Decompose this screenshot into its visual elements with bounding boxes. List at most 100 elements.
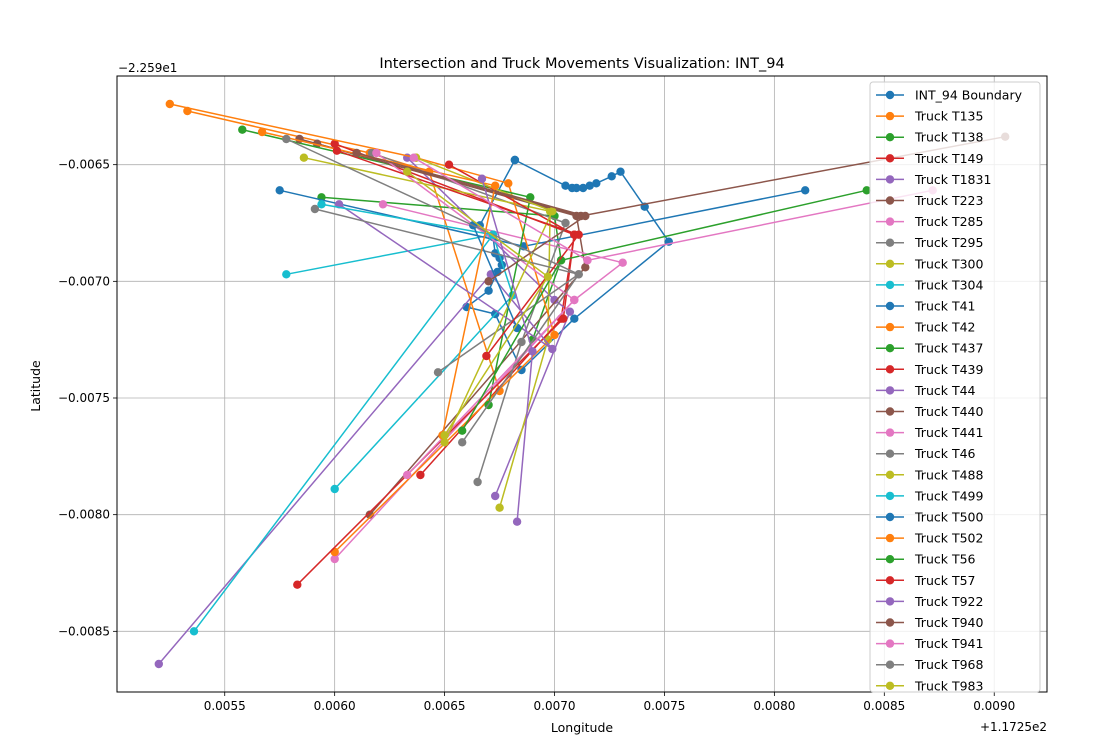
legend-label: Truck T44 [914,383,976,398]
legend-entries: INT_94 Boundary Truck T135 Truck T138 Truck… [876,88,1023,693]
data-point [372,148,381,158]
series-line [334,203,624,560]
legend-label: Truck T983 [914,678,983,693]
data-point [330,547,339,557]
y-offset-label: −2.259e1 [118,61,177,75]
data-point [330,484,339,494]
legend-entry: Truck T149 [876,151,983,166]
data-point [154,659,163,669]
x-offset-label: +1.1725e2 [980,720,1047,734]
data-point [543,272,553,281]
legend-marker [885,512,895,522]
legend-label: Truck T439 [914,362,983,377]
legend-label: Truck T138 [914,130,983,145]
data-point [561,218,570,228]
series-28 [403,167,553,440]
data-point [332,146,342,155]
data-point [548,344,557,354]
data-point [458,426,467,435]
x-axis-ticks: 0.0055 0.0060 0.0065 0.0070 0.0075 0.0080 0.00… [204,692,1015,713]
data-point [528,347,537,356]
legend-label: Truck T56 [914,552,976,567]
x-tick-label: 0.0065 [424,699,466,713]
y-axis-ticks: −0.0065 −0.0070 −0.0075 −0.0080 −0.0085 [58,158,117,638]
x-tick-label: 0.0085 [863,699,905,713]
series-line [169,103,556,553]
x-axis-label: Longitude [551,720,613,735]
legend-label: Truck T499 [914,488,983,503]
data-point [352,148,361,158]
data-point [238,125,247,134]
data-point [801,186,810,195]
legend-label: Truck T500 [914,510,983,525]
series-line [193,203,494,632]
data-point [574,230,583,239]
legend-label: Truck T304 [914,277,983,292]
data-point [477,174,487,183]
legend-marker [885,90,895,100]
legend-marker [885,618,895,627]
legend-entry: Truck T440 [876,404,983,419]
data-point [581,211,590,221]
series-7 [367,148,570,487]
legend-label: Truck T223 [914,193,983,208]
legend-label: Truck T149 [914,151,983,166]
x-tick-label: 0.0080 [753,699,795,713]
y-tick-label: −0.0065 [58,158,110,172]
legend-entry: Truck T941 [876,636,983,651]
legend-entry: Truck T46 [876,446,976,461]
legend-label: Truck T57 [914,573,976,588]
legend-label: Truck T437 [914,341,983,356]
legend-marker [885,428,895,437]
legend-label: Truck T968 [914,657,983,672]
legend-marker [885,660,895,669]
data-point [517,365,526,375]
data-point [293,580,302,589]
legend-label: Truck T502 [914,531,983,546]
data-point [282,270,291,279]
data-point [510,155,520,165]
legend-entry: Truck T488 [876,467,983,482]
legend-marker [885,111,895,121]
data-point [616,167,625,176]
data-point [458,438,467,447]
legend-marker [885,597,895,606]
legend: INT_94 Boundary Truck T135 Truck T138 Truck… [869,81,1041,693]
legend-marker [885,322,895,332]
legend-marker [885,386,895,395]
data-point [550,330,559,340]
x-tick-label: 0.0060 [314,699,356,713]
legend-marker [885,576,895,585]
data-point [570,314,579,323]
legend-label: Truck T135 [914,109,983,124]
legend-marker [885,238,895,247]
data-point [570,295,579,305]
legend-label: Truck T922 [914,594,983,609]
legend-marker [885,639,895,648]
data-point [572,183,581,193]
data-point [440,438,449,447]
legend-marker [885,470,895,479]
series-27 [282,134,583,447]
legend-entry: Truck T499 [876,488,983,503]
series-22 [458,186,871,435]
y-tick-label: −0.0075 [58,391,110,405]
data-point [512,517,522,526]
legend-label: Truck T46 [914,446,976,461]
data-point [556,256,566,265]
legend-marker [885,154,895,163]
series-25 [352,148,590,286]
series-16 [372,148,579,480]
data-point [365,510,374,519]
legend-entry: Truck T439 [876,362,983,377]
legend-entry: Truck T285 [876,214,983,229]
data-point [559,314,568,323]
legend-entry: Truck T135 [876,109,983,124]
legend-label: Truck T441 [914,425,983,440]
legend-label: INT_94 Boundary [915,88,1023,103]
data-point [409,153,418,162]
data-point [282,134,291,144]
data-point [548,207,557,216]
x-tick-label: 0.0055 [204,699,246,713]
legend-entry: Truck T500 [876,510,983,525]
